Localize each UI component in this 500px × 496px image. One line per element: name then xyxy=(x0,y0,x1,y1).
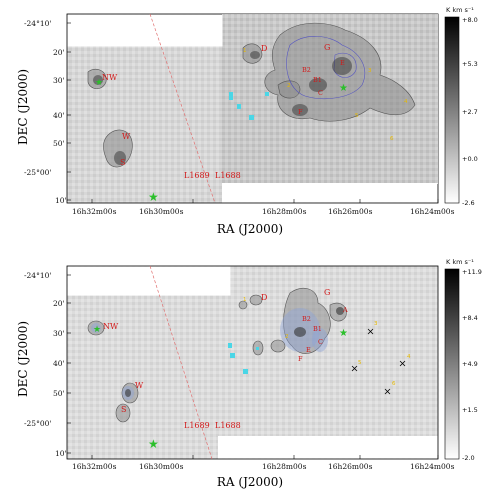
bottom-source-f: F xyxy=(298,355,303,363)
bottom-map-svg: 1 2 3 4 5 6 ★ ★ ★ NW W S D G B2 B1 C E F… xyxy=(24,258,482,471)
bottom-source-s: S xyxy=(121,405,126,414)
svg-text:3: 3 xyxy=(374,321,378,327)
top-ylabel: DEC (J2000) xyxy=(16,68,30,146)
svg-text:2: 2 xyxy=(287,83,291,89)
bottom-dec-tick-7: 10' xyxy=(55,449,67,458)
top-ra-tick-4: 16h26m00s xyxy=(328,207,373,216)
top-dec-tick-1: -24°10' xyxy=(24,19,51,28)
top-cb-tick-2: +5.3 xyxy=(462,60,478,68)
top-dec-tick-2: 20' xyxy=(53,48,65,57)
top-source-s: S xyxy=(120,158,125,167)
top-source-w: W xyxy=(122,132,131,141)
bottom-xlabel: RA (J2000) xyxy=(216,475,284,489)
top-source-f: F xyxy=(298,108,303,116)
bottom-cb-tick-3: +4.9 xyxy=(462,360,478,368)
svg-text:★: ★ xyxy=(148,190,159,204)
bottom-source-w: W xyxy=(135,381,144,390)
bottom-ra-tick-3: 16h28m00s xyxy=(262,462,307,471)
bottom-ra-tick-4: 16h26m00s xyxy=(328,462,373,471)
top-label-l1689: L1689 xyxy=(184,171,210,180)
bottom-dec-tick-3: 30' xyxy=(53,329,65,338)
bottom-ra-tick-1: 16h32m00s xyxy=(72,462,117,471)
bottom-source-b2: B2 xyxy=(302,315,311,323)
top-cb-tick-4: +0.0 xyxy=(462,155,478,163)
top-map-svg: 1 2 3 4 5 6 ★ ★ ★ NW W S D G B2 B1 C E F… xyxy=(24,6,478,216)
top-dec-tick-5: 50' xyxy=(53,139,65,148)
svg-text:★: ★ xyxy=(95,78,103,88)
svg-text:1: 1 xyxy=(243,48,247,54)
bottom-ra-tick-2: 16h30m00s xyxy=(139,462,184,471)
bottom-label-l1688: L1688 xyxy=(215,421,241,430)
svg-text:6: 6 xyxy=(392,381,396,387)
top-cb-tick-1: +8.0 xyxy=(462,16,478,24)
top-xlabel: RA (J2000) xyxy=(216,222,284,236)
top-ra-tick-5: 16h24m00s xyxy=(410,207,455,216)
svg-text:★: ★ xyxy=(148,437,159,451)
bottom-dec-tick-5: 50' xyxy=(53,389,65,398)
top-dec-tick-6: -25°00' xyxy=(24,168,51,177)
bottom-source-c: C xyxy=(318,338,323,346)
top-source-d: D xyxy=(261,44,267,53)
svg-text:4: 4 xyxy=(407,354,411,360)
svg-text:5: 5 xyxy=(355,113,359,119)
top-dec-tick-3: 30' xyxy=(53,76,65,85)
svg-text:★: ★ xyxy=(339,83,348,94)
bottom-cb-tick-4: +1.5 xyxy=(462,406,478,414)
bottom-colorbar-unit: K km s⁻¹ xyxy=(446,258,474,266)
top-ra-tick-1: 16h32m00s xyxy=(72,207,117,216)
top-cb-tick-5: -2.6 xyxy=(462,199,475,207)
bottom-source-e: E xyxy=(306,346,311,354)
bottom-panel: 1 2 3 4 5 6 ★ ★ ★ NW W S D G B2 B1 C E F… xyxy=(0,248,500,496)
svg-text:2: 2 xyxy=(285,334,289,340)
svg-text:★: ★ xyxy=(93,325,101,335)
top-source-e: E xyxy=(340,59,345,67)
bottom-dec-tick-2: 20' xyxy=(53,299,65,308)
bottom-source-g: G xyxy=(324,288,330,297)
top-label-l1688: L1688 xyxy=(215,171,241,180)
bottom-ylabel: DEC (J2000) xyxy=(16,320,30,398)
bottom-dec-tick-6: -25°00' xyxy=(24,419,51,428)
bottom-cb-tick-2: +8.4 xyxy=(462,314,478,322)
svg-text:1: 1 xyxy=(243,297,247,303)
bottom-source-d: D xyxy=(261,293,267,302)
top-colorbar xyxy=(444,16,460,204)
top-source-nw: NW xyxy=(102,73,118,82)
bottom-dec-tick-4: 40' xyxy=(53,359,65,368)
top-dec-tick-7: 10' xyxy=(55,196,67,205)
top-cb-tick-3: +2.7 xyxy=(462,108,478,116)
top-source-g: G xyxy=(324,43,330,52)
svg-text:4: 4 xyxy=(404,99,408,105)
bottom-cb-tick-5: -2.0 xyxy=(462,454,475,462)
svg-text:3: 3 xyxy=(368,68,372,74)
bottom-label-l1689: L1689 xyxy=(184,421,210,430)
svg-text:6: 6 xyxy=(390,136,394,142)
top-source-b1: B1 xyxy=(313,76,322,84)
top-colorbar-unit: K km s⁻¹ xyxy=(446,6,474,14)
svg-text:★: ★ xyxy=(339,328,348,339)
bottom-colorbar xyxy=(444,268,460,460)
bottom-dec-tick-1: -24°10' xyxy=(24,271,51,280)
bottom-source-a: A xyxy=(342,306,348,314)
top-source-b2: B2 xyxy=(302,66,311,74)
top-ra-tick-2: 16h30m00s xyxy=(139,207,184,216)
bottom-source-nw: NW xyxy=(103,322,119,331)
bottom-ra-tick-5: 16h24m00s xyxy=(410,462,455,471)
top-dec-tick-4: 40' xyxy=(53,111,65,120)
bottom-cb-tick-1: +11.9 xyxy=(462,268,482,276)
top-source-c: C xyxy=(318,89,323,97)
top-ra-tick-3: 16h28m00s xyxy=(262,207,307,216)
top-panel: 1 2 3 4 5 6 ★ ★ ★ NW W S D G B2 B1 C E F… xyxy=(16,6,478,236)
svg-text:5: 5 xyxy=(358,360,362,366)
bottom-source-b1: B1 xyxy=(313,325,322,333)
